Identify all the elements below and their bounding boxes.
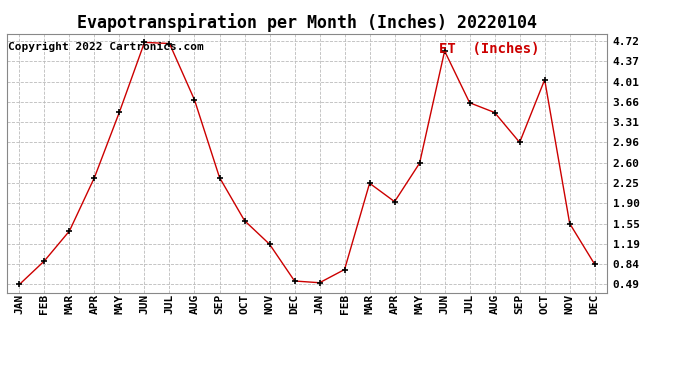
- Title: Evapotranspiration per Month (Inches) 20220104: Evapotranspiration per Month (Inches) 20…: [77, 13, 537, 32]
- Text: Copyright 2022 Cartronics.com: Copyright 2022 Cartronics.com: [8, 42, 204, 51]
- Text: ET  (Inches): ET (Inches): [439, 42, 540, 56]
